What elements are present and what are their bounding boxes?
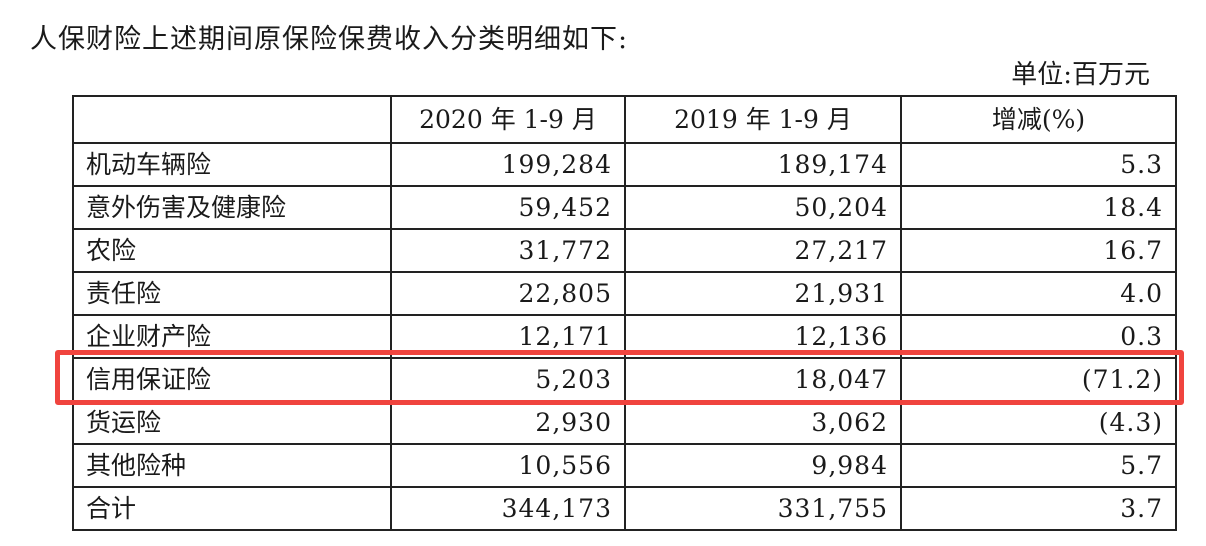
row-value-2019: 331,755 — [624, 486, 902, 531]
row-name: 机动车辆险 — [72, 142, 392, 187]
row-value-2019: 12,136 — [624, 314, 902, 359]
row-change: 16.7 — [900, 228, 1177, 273]
row-value-2019: 18,047 — [624, 357, 902, 402]
table-row: 机动车辆险 199,284 189,174 5.3 — [72, 142, 1177, 187]
intro-text: 人保财险上述期间原保险保费收入分类明细如下: — [30, 24, 629, 55]
row-change: 4.0 — [900, 271, 1177, 316]
row-change: 18.4 — [900, 185, 1177, 230]
row-value-2020: 31,772 — [390, 228, 626, 273]
row-name: 意外伤害及健康险 — [72, 185, 392, 230]
row-value-2020: 5,203 — [390, 357, 626, 402]
row-change: 5.7 — [900, 443, 1177, 488]
row-value-2020: 344,173 — [390, 486, 626, 531]
row-value-2019: 21,931 — [624, 271, 902, 316]
header-cell-change: 增减(%) — [900, 95, 1177, 144]
row-change: 0.3 — [900, 314, 1177, 359]
table-row: 意外伤害及健康险 59,452 50,204 18.4 — [72, 185, 1177, 230]
header-cell-2020: 2020 年 1-9 月 — [390, 95, 626, 144]
header-cell-2019: 2019 年 1-9 月 — [624, 95, 902, 144]
table-row: 农险 31,772 27,217 16.7 — [72, 228, 1177, 273]
row-value-2019: 189,174 — [624, 142, 902, 187]
row-name: 合计 — [72, 486, 392, 531]
row-value-2020: 2,930 — [390, 400, 626, 445]
row-name: 信用保证险 — [72, 357, 392, 402]
row-value-2019: 9,984 — [624, 443, 902, 488]
row-value-2020: 22,805 — [390, 271, 626, 316]
row-value-2020: 59,452 — [390, 185, 626, 230]
row-value-2020: 199,284 — [390, 142, 626, 187]
table-row: 企业财产险 12,171 12,136 0.3 — [72, 314, 1177, 359]
row-value-2020: 12,171 — [390, 314, 626, 359]
row-name: 农险 — [72, 228, 392, 273]
table-header-row: 2020 年 1-9 月 2019 年 1-9 月 增减(%) — [72, 95, 1177, 144]
table-row: 其他险种 10,556 9,984 5.7 — [72, 443, 1177, 488]
unit-label: 单位:百万元 — [1011, 60, 1150, 90]
row-name: 责任险 — [72, 271, 392, 316]
row-value-2019: 27,217 — [624, 228, 902, 273]
premium-income-table: 2020 年 1-9 月 2019 年 1-9 月 增减(%) 机动车辆险 19… — [72, 95, 1177, 531]
row-name: 企业财产险 — [72, 314, 392, 359]
row-value-2019: 50,204 — [624, 185, 902, 230]
row-value-2020: 10,556 — [390, 443, 626, 488]
table-row-total: 合计 344,173 331,755 3.7 — [72, 486, 1177, 531]
table-row: 货运险 2,930 3,062 (4.3) — [72, 400, 1177, 445]
table-row: 责任险 22,805 21,931 4.0 — [72, 271, 1177, 316]
row-change: 3.7 — [900, 486, 1177, 531]
header-cell-category — [72, 95, 392, 144]
row-change: 5.3 — [900, 142, 1177, 187]
row-name: 其他险种 — [72, 443, 392, 488]
table-row-highlighted: 信用保证险 5,203 18,047 (71.2) — [72, 357, 1177, 402]
row-change: (71.2) — [900, 357, 1177, 402]
row-value-2019: 3,062 — [624, 400, 902, 445]
row-name: 货运险 — [72, 400, 392, 445]
row-change: (4.3) — [900, 400, 1177, 445]
